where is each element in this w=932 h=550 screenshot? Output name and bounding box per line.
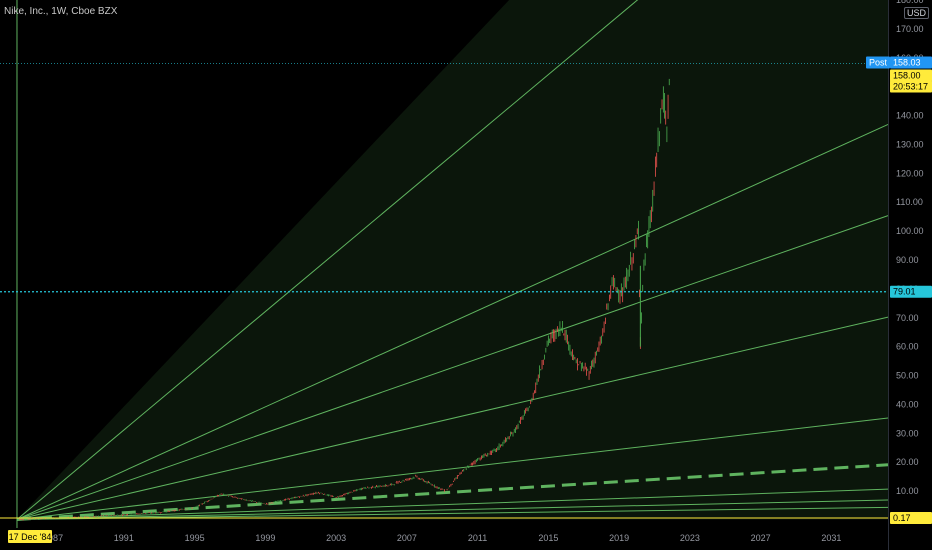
post-price-label: 158.03 <box>890 56 932 69</box>
time-axis-bg <box>0 528 888 550</box>
level-79-label: 79.01 <box>890 285 932 298</box>
fan-ray <box>16 215 889 520</box>
countdown-label-text: 20:53:17 <box>893 81 928 91</box>
y-tick-label: 100.00 <box>896 226 924 236</box>
x-tick-label: 2003 <box>326 533 346 543</box>
low-level-label-text: 0.17 <box>893 513 911 523</box>
x-tick-label: 2023 <box>680 533 700 543</box>
x-tick-label: 2015 <box>538 533 558 543</box>
y-tick-label: 70.00 <box>896 313 919 323</box>
fan-ray <box>16 0 639 520</box>
y-tick-label: 170.00 <box>896 24 924 34</box>
level-79-label-bg <box>890 285 932 298</box>
x-tick-label: 1991 <box>114 533 134 543</box>
x-tick-label: 2011 <box>468 533 487 543</box>
fan-ray <box>16 499 889 521</box>
fan-ray <box>16 488 889 521</box>
fan-ray <box>16 463 889 522</box>
y-tick-label: 40.00 <box>896 399 919 409</box>
low-level-label: 0.17 <box>890 512 932 524</box>
x-tick-label: 1995 <box>185 533 205 543</box>
y-tick-label: 60.00 <box>896 342 919 352</box>
last-price-label: 158.00 <box>890 69 932 82</box>
last-price-label-text: 158.00 <box>893 70 921 80</box>
y-tick-label: 50.00 <box>896 371 919 381</box>
last-price-label-bg <box>890 69 932 82</box>
x-tick-label: 2031 <box>821 533 841 543</box>
start-date-label-text: 17 Dec '84 <box>9 532 52 542</box>
x-tick-label: 1987 <box>43 533 63 543</box>
y-tick-label: 90.00 <box>896 255 919 265</box>
start-date-label-bg <box>8 530 52 543</box>
post-label-text: Post <box>869 57 888 67</box>
x-tick-label: 2027 <box>751 533 771 543</box>
y-tick-label: 20.00 <box>896 457 919 467</box>
start-date-label: 17 Dec '84 <box>8 530 52 543</box>
countdown-label: 20:53:17 <box>890 80 932 93</box>
y-tick-label: 120.00 <box>896 168 924 178</box>
y-tick-label: 30.00 <box>896 428 919 438</box>
candles <box>16 78 670 521</box>
fan-ray <box>16 124 889 520</box>
fan-fill <box>16 0 888 520</box>
y-tick-label: 180.00 <box>896 0 924 5</box>
level-79-label-text: 79.01 <box>893 287 916 297</box>
currency-badge[interactable]: USD <box>904 7 930 19</box>
fan-ray <box>16 316 889 520</box>
post-label-bg <box>866 56 890 69</box>
gann-fan <box>16 0 889 528</box>
y-tick-label: 130.00 <box>896 139 924 149</box>
countdown-label-bg <box>890 80 932 93</box>
post-price-label-text: 158.03 <box>893 57 921 67</box>
post-price-label-bg <box>890 56 932 69</box>
fan-ray <box>16 417 889 521</box>
time-axis[interactable]: 1987 1991 1995 1999 2003 2007 2011 2015 2019 2023… <box>0 528 888 550</box>
x-tick-label: 2007 <box>397 533 417 543</box>
fan-ray <box>16 506 889 521</box>
post-label: Post <box>866 56 890 69</box>
x-tick-label: 1999 <box>255 533 275 543</box>
y-tick-label: 110.00 <box>896 197 923 207</box>
horizontal-levels <box>0 63 888 519</box>
chart-title: Nike, Inc., 1W, Cboe BZX <box>4 6 118 17</box>
y-tick-label: 10.00 <box>896 486 919 496</box>
x-tick-label: 2019 <box>609 533 629 543</box>
y-tick-label: 140.00 <box>896 111 924 121</box>
low-level-label-bg <box>890 512 932 524</box>
